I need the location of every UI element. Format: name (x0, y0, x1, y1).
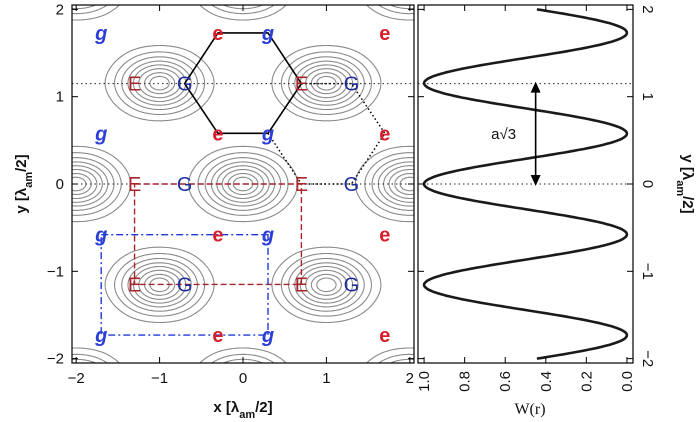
unit-cells (100, 32, 386, 336)
profile-reference-lines (418, 83, 633, 185)
spacing-label: a√3 (491, 126, 516, 143)
y-ticks: −2 −1 0 1 2 (47, 1, 414, 368)
lattice-site-e: e (379, 23, 390, 45)
lattice-site-e: e (212, 225, 223, 247)
x-tick-label: 2 (406, 370, 414, 387)
x-ticks: −2 −1 0 1 2 (68, 5, 414, 387)
spacing-arrow (530, 81, 541, 186)
arrow-head-up (530, 81, 541, 93)
contour-level (72, 5, 414, 363)
profile-y-ticks: −2 −1 0 1 2 (418, 5, 656, 367)
contour-panel: g e g eE G E Gg e g eE G E Gg e g eE G E Gg e g e −2 −1 0 1 2 −2−… (13, 1, 415, 421)
contour-level (72, 75, 414, 293)
lattice-site-e: e (379, 123, 390, 145)
profile-y-tick-label: −1 (639, 263, 656, 280)
w-ticks: 1.0 0.8 0.6 0.4 0.2 0.0 (416, 5, 636, 392)
w-axis-title: W(r) (514, 401, 545, 418)
profile-y-axis-title: y [λam/2] (674, 154, 696, 213)
lattice-site-G: G (177, 274, 193, 296)
contour-lines (72, 5, 414, 363)
rectangular-cell-red (133, 183, 303, 286)
contour-level (72, 5, 414, 363)
w-tick-label: 0.4 (538, 371, 555, 392)
w-tick-label: 0.2 (578, 371, 595, 392)
profile-y-tick-label: 0 (639, 180, 656, 188)
lattice-site-g: g (261, 325, 274, 347)
arrow-head-down (530, 175, 541, 186)
w-tick-label: 0.0 (619, 371, 636, 392)
lattice-site-e: e (212, 325, 223, 347)
y-tick-label: 1 (56, 89, 64, 106)
lattice-site-E: E (295, 274, 308, 296)
lattice-site-g: g (261, 123, 274, 145)
lattice-labels: g e g e E G E Gg e g e E G E Gg e g e E G E Gg e g e (94, 23, 390, 347)
dotted-cell-path (301, 82, 386, 185)
y-tick-label: 0 (56, 176, 64, 193)
lattice-site-E: E (295, 174, 308, 196)
lattice-site-G: G (177, 174, 193, 196)
profile-y-tick-label: 1 (639, 93, 656, 101)
lattice-site-e: e (379, 325, 390, 347)
profile-panel: a√3 1.0 0.8 0.6 0.4 0.2 0.0 −2 −1 0 1 2 W(r) y [λ… (416, 4, 696, 418)
x-tick-label: −2 (68, 370, 85, 387)
lattice-site-g: g (94, 225, 107, 247)
lattice-site-G: G (344, 174, 360, 196)
y-tick-label: 2 (56, 1, 64, 18)
w-tick-label: 1.0 (416, 371, 433, 392)
lattice-site-e: e (212, 23, 223, 45)
lattice-site-E: E (295, 74, 308, 96)
lattice-site-g: g (94, 23, 107, 45)
w-tick-label: 0.8 (457, 371, 474, 392)
profile-y-tick-label: −2 (639, 350, 656, 367)
lattice-site-E: E (128, 174, 141, 196)
x-tick-label: 0 (239, 370, 247, 387)
profile-y-tick-label: 2 (639, 5, 656, 13)
y-tick-label: −2 (47, 351, 64, 368)
lattice-site-e: e (212, 123, 223, 145)
lattice-site-E: E (128, 74, 141, 96)
contour-level (72, 5, 414, 363)
lattice-site-E: E (128, 274, 141, 296)
lattice-site-g: g (94, 123, 107, 145)
w-tick-label: 0.6 (497, 371, 514, 392)
contour-level (72, 64, 414, 304)
lattice-site-g: g (94, 325, 107, 347)
x-tick-label: 1 (322, 370, 330, 387)
x-axis-title: x [λam/2] (213, 399, 272, 421)
y-tick-label: −1 (47, 263, 64, 280)
contour-level (72, 60, 414, 308)
contour-level (72, 72, 414, 296)
y-axis-title: y [λam/2] (13, 154, 35, 213)
rectangular-cell-blue (100, 233, 269, 336)
profile-curve (422, 8, 629, 360)
lattice-site-G: G (344, 274, 360, 296)
lattice-site-G: G (177, 74, 193, 96)
lattice-site-g: g (261, 225, 274, 247)
lattice-site-g: g (261, 23, 274, 45)
lattice-site-e: e (379, 225, 390, 247)
contour-level (72, 68, 414, 300)
x-tick-label: −1 (151, 370, 168, 387)
lattice-site-G: G (344, 74, 360, 96)
